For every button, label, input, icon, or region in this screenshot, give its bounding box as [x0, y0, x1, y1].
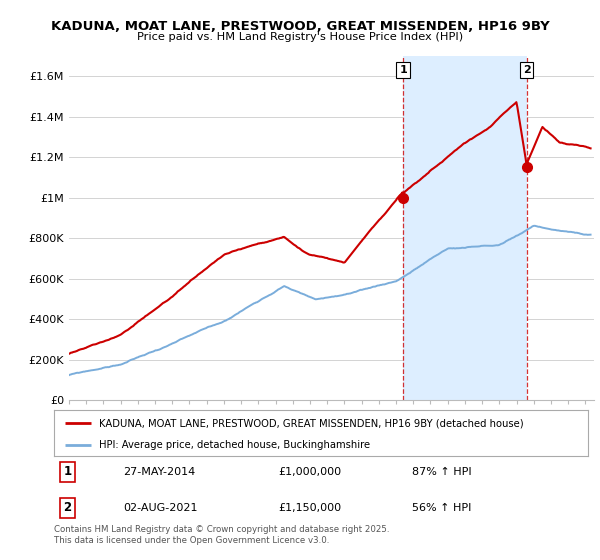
Text: 1: 1	[63, 465, 71, 478]
Text: KADUNA, MOAT LANE, PRESTWOOD, GREAT MISSENDEN, HP16 9BY (detached house): KADUNA, MOAT LANE, PRESTWOOD, GREAT MISS…	[100, 418, 524, 428]
Text: KADUNA, MOAT LANE, PRESTWOOD, GREAT MISSENDEN, HP16 9BY: KADUNA, MOAT LANE, PRESTWOOD, GREAT MISS…	[50, 20, 550, 32]
Text: Contains HM Land Registry data © Crown copyright and database right 2025.
This d: Contains HM Land Registry data © Crown c…	[54, 525, 389, 545]
Text: Price paid vs. HM Land Registry's House Price Index (HPI): Price paid vs. HM Land Registry's House …	[137, 32, 463, 42]
Text: 87% ↑ HPI: 87% ↑ HPI	[412, 466, 472, 477]
Text: 56% ↑ HPI: 56% ↑ HPI	[412, 503, 471, 513]
Text: HPI: Average price, detached house, Buckinghamshire: HPI: Average price, detached house, Buck…	[100, 440, 371, 450]
Text: 1: 1	[399, 65, 407, 75]
Text: 2: 2	[523, 65, 530, 75]
Text: £1,150,000: £1,150,000	[278, 503, 341, 513]
Bar	[403, 56, 527, 400]
Text: 2: 2	[63, 501, 71, 514]
Text: £1,000,000: £1,000,000	[278, 466, 341, 477]
Text: 02-AUG-2021: 02-AUG-2021	[124, 503, 198, 513]
Text: 27-MAY-2014: 27-MAY-2014	[124, 466, 196, 477]
